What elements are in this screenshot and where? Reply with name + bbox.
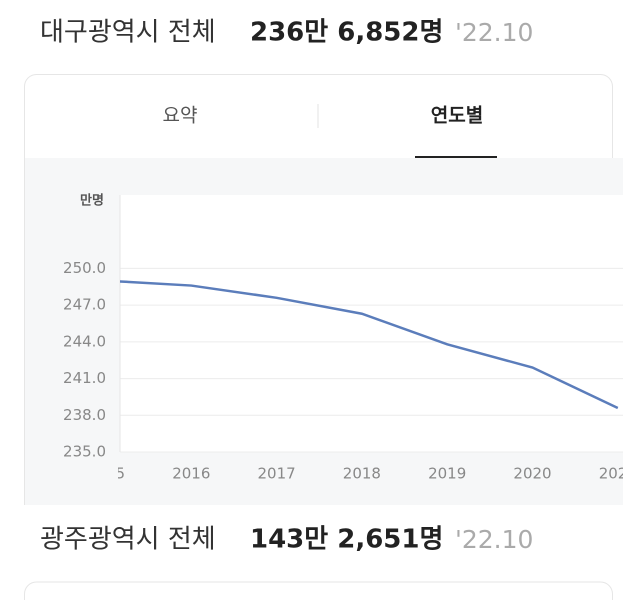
y-tick-label: 244.0 bbox=[63, 332, 106, 350]
date: '22.10 bbox=[455, 18, 533, 47]
x-tick-label: 2021 bbox=[599, 465, 623, 483]
plot-area bbox=[120, 195, 623, 452]
x-tick-label: 2020 bbox=[513, 465, 551, 483]
x-tick-label: 2016 bbox=[172, 465, 210, 483]
x-tick-label: 2018 bbox=[343, 465, 381, 483]
y-tick-label: 235.0 bbox=[63, 443, 106, 461]
population-total: 236만 6,852명 bbox=[250, 18, 443, 48]
tab-underline bbox=[415, 156, 497, 158]
x-axis: 2015 2016 2017 2018 2019 2020 2021 bbox=[87, 465, 623, 483]
x-tick-label: 2015 bbox=[87, 465, 125, 483]
tab-active[interactable]: 연도별 bbox=[431, 105, 483, 127]
y-tick-label: 238.0 bbox=[63, 406, 106, 424]
y-tick-label: 250.0 bbox=[63, 259, 106, 277]
series-line bbox=[120, 280, 619, 410]
region-title: 대구광역시 전체 bbox=[40, 18, 216, 48]
region-title: 광주광역시 전체 bbox=[40, 525, 216, 555]
y-tick-label: 241.0 bbox=[63, 369, 106, 387]
date: '22.10 bbox=[455, 525, 533, 554]
population-total: 143만 2,651명 bbox=[250, 525, 443, 555]
card bbox=[24, 581, 613, 600]
y-tick-label: 247.0 bbox=[63, 296, 106, 314]
x-tick-label: 2019 bbox=[428, 465, 466, 483]
y-unit: 만명 bbox=[80, 193, 104, 209]
chart: 235.0238.0241.0244.0247.0250.02015201620… bbox=[63, 195, 623, 483]
x-tick-label: 2017 bbox=[258, 465, 296, 483]
tab[interactable]: 요약 bbox=[163, 105, 198, 127]
